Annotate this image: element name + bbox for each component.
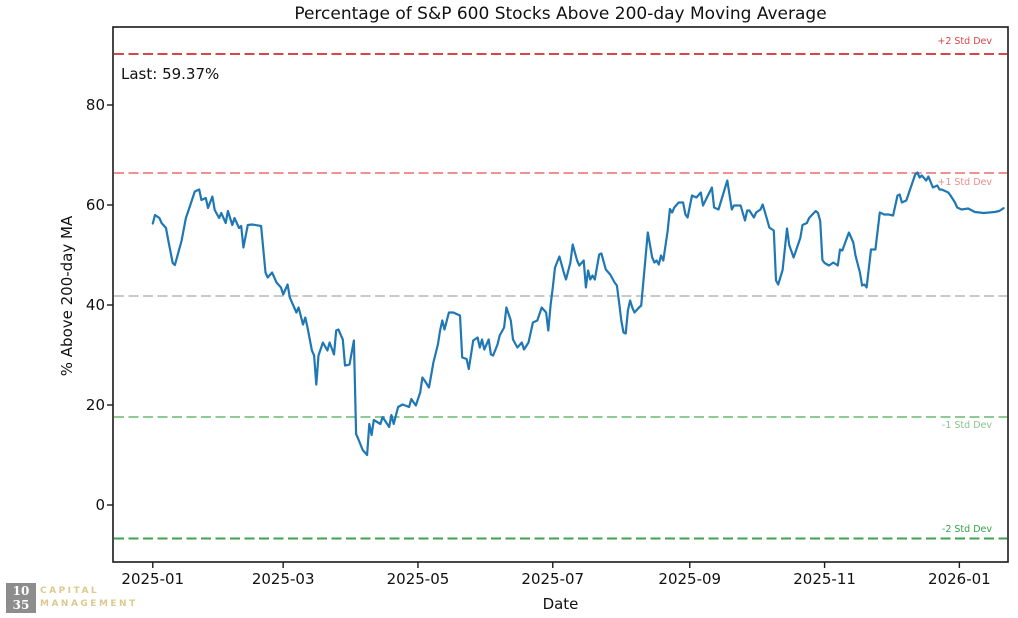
- ref-line-label-plus1: +1 Std Dev: [937, 177, 992, 188]
- company-logo: 10 35 CAPITAL MANAGEMENT: [6, 583, 138, 613]
- y-tick-label-0: 0: [95, 496, 105, 514]
- ref-line-label-plus2: +2 Std Dev: [937, 36, 992, 47]
- x-tick-label-2026-01: 2026-01: [928, 570, 991, 588]
- logo-number-bottom: 35: [12, 598, 30, 612]
- series-line-0: [151, 171, 1005, 457]
- x-tick-label-2025-01: 2025-01: [121, 570, 185, 588]
- logo-word-management: MANAGEMENT: [40, 599, 138, 609]
- logo-word-capital: CAPITAL: [40, 586, 100, 596]
- logo-number-top: 10: [12, 584, 30, 598]
- x-tick-label-2025-11: 2025-11: [793, 570, 856, 588]
- y-tick-label-40: 40: [85, 296, 105, 314]
- logo-1035-mark: 10 35: [6, 583, 36, 613]
- x-tick-label-2025-07: 2025-07: [521, 570, 585, 588]
- y-tick-label-80: 80: [85, 96, 105, 114]
- ref-line-label-minus1: -1 Std Dev: [941, 420, 992, 431]
- x-tick-label-2025-09: 2025-09: [658, 570, 722, 588]
- y-tick-label-20: 20: [85, 396, 105, 414]
- x-axis-label: Date: [542, 595, 579, 613]
- x-tick-label-2025-03: 2025-03: [251, 570, 315, 588]
- logo-wordmark: CAPITAL MANAGEMENT: [40, 585, 138, 611]
- axes-frame: [112, 26, 1009, 563]
- ref-line-label-minus2: -2 Std Dev: [941, 524, 992, 535]
- chart-title: Percentage of S&P 600 Stocks Above 200-d…: [294, 4, 827, 24]
- y-tick-label-60: 60: [85, 196, 105, 214]
- last-value-annotation: Last: 59.37%: [121, 65, 220, 83]
- x-tick-label-2025-05: 2025-05: [386, 570, 450, 588]
